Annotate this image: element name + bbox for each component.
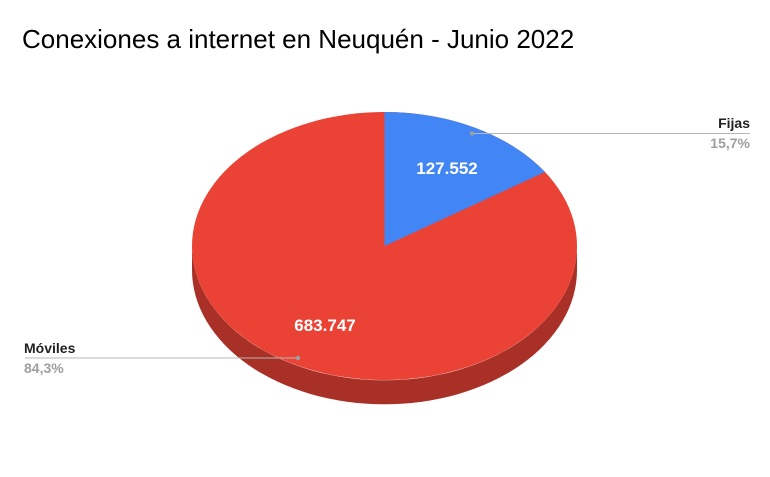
callout-fijas-label: Fijas	[718, 115, 750, 131]
fijas-leader-dot	[469, 131, 475, 136]
pie-slice-fijas[interactable]	[384, 112, 546, 246]
callout-fijas: Fijas 15,7%	[710, 115, 750, 151]
chart-title: Conexiones a internet en Neuquén - Junio…	[22, 24, 575, 54]
callout-fijas-percent: 15,7%	[710, 135, 750, 151]
callout-moviles-percent: 84,3%	[24, 360, 64, 376]
pie-rim-moviles	[192, 246, 577, 405]
callout-moviles-label: Móviles	[24, 340, 76, 356]
callout-moviles: Móviles 84,3%	[24, 340, 75, 376]
moviles-leader-dot	[295, 355, 301, 361]
